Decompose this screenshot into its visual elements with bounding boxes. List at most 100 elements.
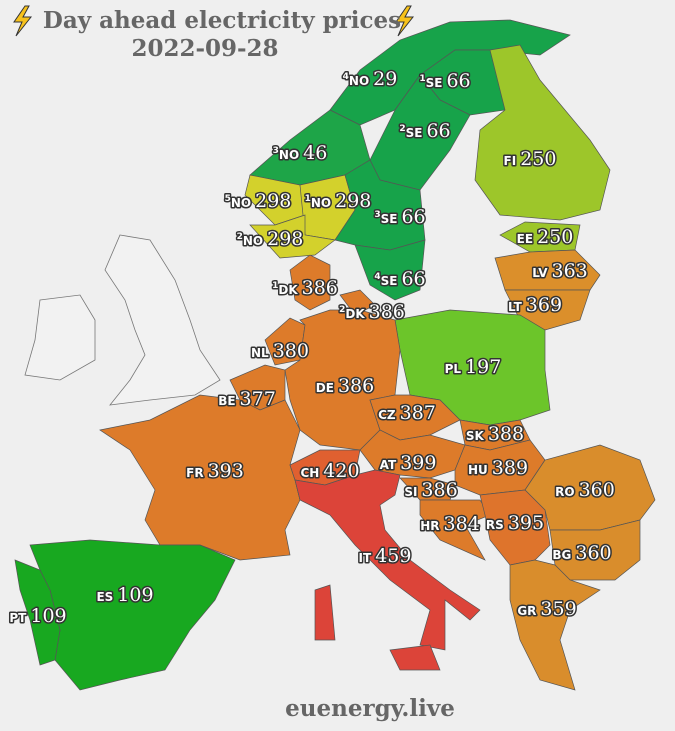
price: 388 (488, 423, 524, 445)
price: 363 (552, 260, 588, 282)
region-code: LT (508, 300, 523, 314)
region-shape (499, 221, 581, 253)
price: 389 (492, 457, 528, 479)
price: 399 (400, 452, 436, 474)
region-shape (509, 559, 601, 691)
zone: 4 (374, 272, 380, 282)
region-label: 4NO 29 (343, 68, 398, 90)
region-code: FR (186, 466, 203, 480)
region-shape (419, 499, 491, 561)
price: 386 (421, 479, 457, 501)
region-code: FI (504, 154, 517, 168)
price: 66 (426, 120, 450, 142)
price: 66 (401, 206, 425, 228)
price: 109 (117, 584, 153, 606)
price: 298 (335, 190, 371, 212)
region-label: AT 399 (380, 452, 437, 474)
price: 250 (537, 226, 573, 248)
price: 250 (520, 148, 556, 170)
region-shape (314, 584, 336, 641)
zone: 3 (374, 210, 380, 220)
region-shape (354, 239, 426, 301)
region (419, 499, 491, 561)
region-code: NO (279, 148, 299, 162)
region-shape (14, 559, 61, 666)
region-code: PL (445, 362, 462, 376)
region-code: SE (406, 126, 423, 140)
region-code: RS (486, 518, 504, 532)
region-label: 2DK 386 (339, 301, 405, 323)
region-label: 2NO 298 (237, 228, 304, 250)
region-code: PT (9, 611, 27, 625)
region-code: IT (359, 551, 372, 565)
region-shape (339, 289, 376, 316)
region-label: LT 369 (508, 294, 562, 316)
region-shape (389, 644, 441, 671)
region-shape (474, 44, 611, 221)
price: 66 (446, 70, 470, 92)
price: 386 (369, 301, 405, 323)
region-label: GR 359 (517, 598, 576, 620)
zone: 2 (237, 232, 243, 242)
region-label: PT 109 (9, 605, 66, 627)
region-code: SI (404, 485, 417, 499)
price: 369 (526, 294, 562, 316)
region-code: NO (243, 234, 263, 248)
zone: 1 (272, 281, 278, 291)
region (14, 559, 61, 666)
region-code: LV (532, 266, 548, 280)
region-label: 2SE 66 (399, 120, 450, 142)
zone: 1 (419, 74, 425, 84)
region-code: SE (381, 212, 398, 226)
region-label: BG 360 (552, 542, 611, 564)
price: 29 (373, 68, 397, 90)
region-label: HU 389 (468, 457, 528, 479)
region (249, 214, 336, 259)
region-code: DK (345, 307, 365, 321)
zone: 2 (339, 305, 345, 315)
price: 360 (575, 542, 611, 564)
region-label: EE 250 (517, 226, 574, 248)
region-label: 4SE 66 (374, 268, 425, 290)
region-label: 1SE 66 (419, 70, 470, 92)
regions (14, 19, 656, 691)
region (289, 254, 331, 311)
region-label: CZ 387 (378, 402, 436, 424)
region-label: PL 197 (445, 356, 502, 378)
region-shape (289, 254, 331, 311)
region-label: DE 386 (316, 375, 374, 397)
region-code: NO (349, 74, 369, 88)
price: 359 (540, 598, 576, 620)
ireland (24, 294, 96, 381)
region-label: 5NO 298 (225, 190, 292, 212)
region-label: NL 380 (251, 340, 309, 362)
great-britain (104, 234, 221, 406)
region-code: SK (466, 429, 485, 443)
region-label: CH 420 (300, 460, 359, 482)
region-code: BE (218, 394, 235, 408)
region-code: GR (517, 604, 536, 618)
region-shape (294, 469, 481, 651)
price: 386 (302, 277, 338, 299)
region-label: 1NO 298 (305, 190, 372, 212)
date: 2022-09-28 (131, 35, 278, 62)
bolt-left (13, 5, 33, 37)
zone: 5 (225, 194, 231, 204)
region-label: 3NO 46 (273, 142, 328, 164)
region (474, 44, 611, 221)
region-code: CZ (378, 408, 396, 422)
region (339, 289, 376, 316)
region-label: FR 393 (186, 460, 244, 482)
uk-ireland (24, 234, 221, 406)
zone: 3 (273, 146, 279, 156)
region-label: 1DK 386 (272, 277, 338, 299)
price: 66 (401, 268, 425, 290)
price: 387 (400, 402, 436, 424)
region-code: NL (251, 346, 269, 360)
region-code: HR (420, 519, 439, 533)
region-code: BG (552, 548, 571, 562)
region-shape (249, 214, 336, 259)
region (399, 477, 456, 501)
